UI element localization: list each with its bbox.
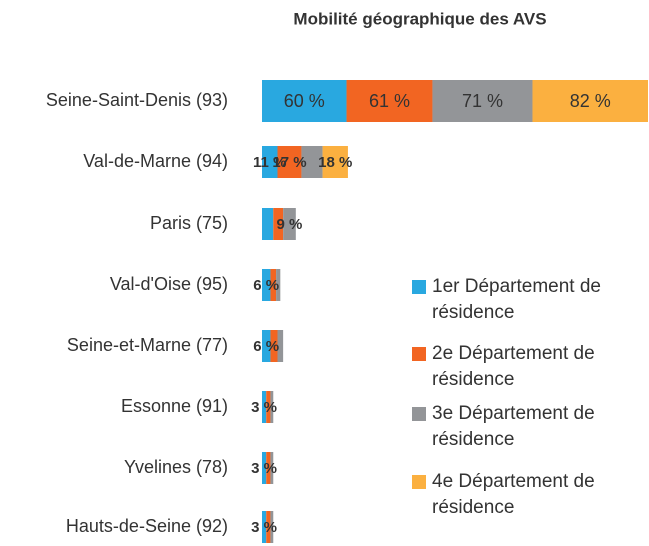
bar-segment bbox=[276, 269, 281, 301]
legend-item: 1er Département de résidence bbox=[412, 274, 612, 326]
bar-segment bbox=[262, 80, 347, 122]
category-label: Seine-Saint-Denis (93) bbox=[46, 90, 228, 110]
bar-segment bbox=[532, 80, 648, 122]
category-label: Seine-et-Marne (77) bbox=[67, 335, 228, 355]
value-label: 3 % bbox=[251, 399, 277, 416]
bar-segment bbox=[266, 511, 271, 543]
bar-segment bbox=[262, 511, 267, 543]
bar-segment bbox=[277, 330, 284, 362]
value-label: 60 % bbox=[284, 91, 325, 111]
bar-segment bbox=[270, 511, 274, 543]
bar-segment bbox=[432, 80, 533, 122]
value-label: 82 % bbox=[570, 91, 611, 111]
bar-segment bbox=[262, 146, 278, 178]
bar-segment bbox=[262, 269, 271, 301]
bar-segment bbox=[270, 452, 274, 484]
legend-swatch bbox=[412, 475, 426, 489]
legend-item: 2e Département de résidence bbox=[412, 341, 612, 393]
value-label: 6 % bbox=[253, 338, 279, 355]
value-label: 71 % bbox=[462, 91, 503, 111]
bar-segment bbox=[277, 146, 302, 178]
value-label: 3 % bbox=[251, 519, 277, 536]
bar-segment bbox=[283, 208, 296, 240]
bar-segment bbox=[270, 269, 277, 301]
bar-segment bbox=[262, 391, 267, 423]
legend-swatch bbox=[412, 407, 426, 421]
bar-segment bbox=[301, 146, 323, 178]
category-label: Paris (75) bbox=[150, 213, 228, 233]
bar-segment bbox=[270, 330, 278, 362]
legend-item: 3e Département de résidence bbox=[412, 401, 612, 453]
bar-segment bbox=[273, 208, 284, 240]
bar-segment bbox=[262, 452, 267, 484]
bar-segment bbox=[322, 146, 348, 178]
category-label: Val-d'Oise (95) bbox=[110, 274, 228, 294]
category-label: Val-de-Marne (94) bbox=[83, 151, 228, 171]
chart-title: Mobilité géographique des AVS bbox=[293, 9, 546, 28]
legend-swatch bbox=[412, 347, 426, 361]
bar-segment bbox=[346, 80, 433, 122]
bar-segment bbox=[270, 391, 274, 423]
category-label: Hauts-de-Seine (92) bbox=[66, 516, 228, 536]
category-label: Essonne (91) bbox=[121, 396, 228, 416]
bar-segment bbox=[266, 452, 271, 484]
legend-label: 1er Département de résidence bbox=[432, 276, 601, 323]
value-label: 11 % bbox=[253, 154, 286, 171]
value-label: 3 % bbox=[251, 460, 277, 477]
value-label: 6 % bbox=[253, 277, 279, 294]
value-label: 18 % bbox=[318, 154, 352, 171]
legend-swatch bbox=[412, 280, 426, 294]
value-label: 61 % bbox=[369, 91, 410, 111]
legend-label: 3e Département de résidence bbox=[432, 403, 595, 450]
value-label: 17 % bbox=[272, 154, 306, 171]
value-label: 9 % bbox=[277, 216, 303, 233]
bar-segment bbox=[262, 330, 271, 362]
bar-segment bbox=[266, 391, 271, 423]
legend-item: 4e Département de résidence bbox=[412, 469, 612, 521]
bar-segment bbox=[262, 208, 274, 240]
legend-label: 2e Département de résidence bbox=[432, 343, 595, 390]
legend-label: 4e Département de résidence bbox=[432, 471, 595, 518]
category-label: Yvelines (78) bbox=[124, 457, 228, 477]
